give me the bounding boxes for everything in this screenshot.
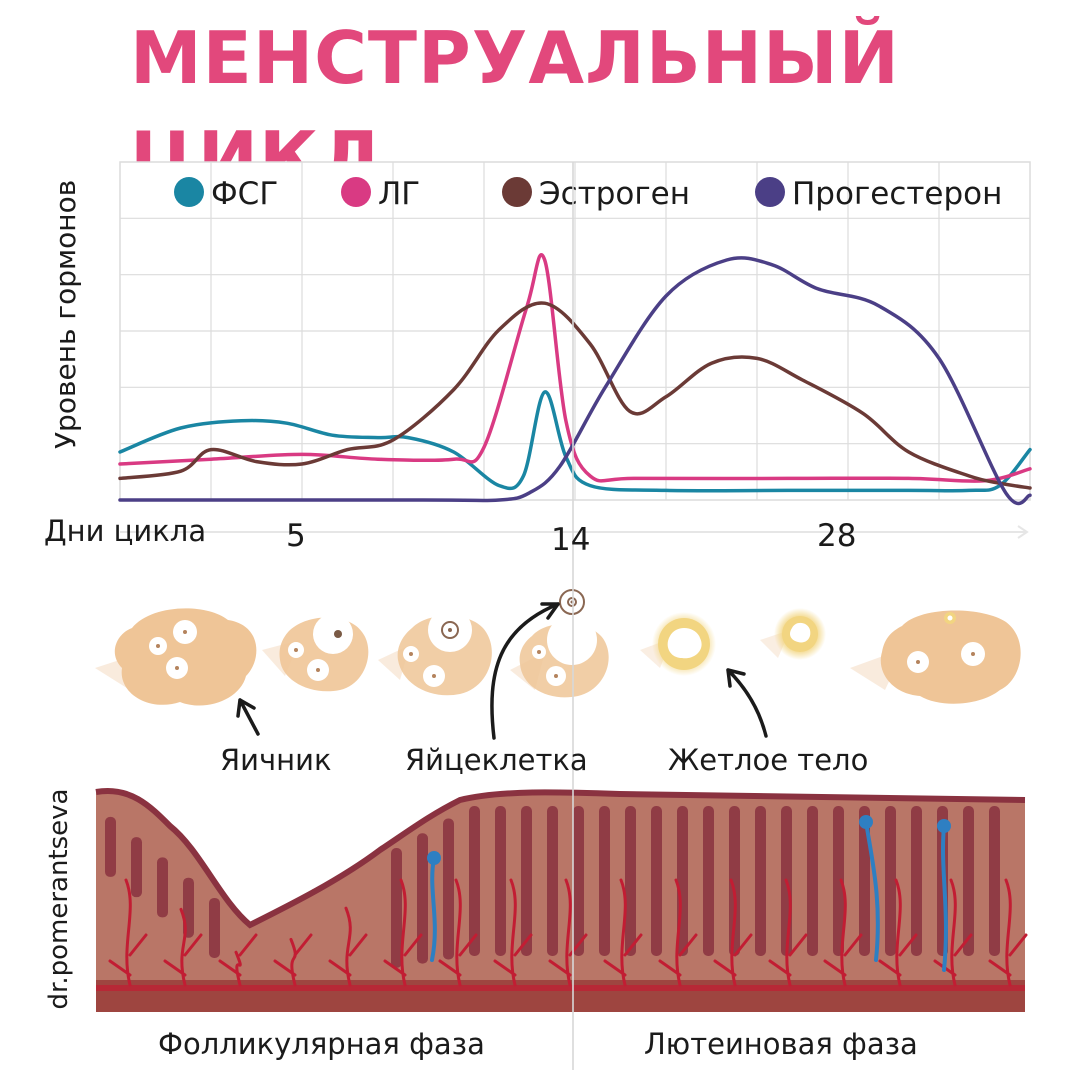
gland [625,806,636,956]
gland [807,806,818,956]
gland [495,806,506,956]
gland [599,806,610,956]
ovary-stage-3 [378,608,492,696]
x-axis-label: Дни цикла [44,514,207,548]
gland [105,816,116,877]
gland [651,806,662,956]
legend-marker-2 [341,177,371,207]
chart-lines [118,253,1032,506]
page-title: МЕНСТРУАЛЬНЫЙ ЦИКЛ [130,16,900,200]
gland [833,806,844,956]
series-line-3 [118,301,1032,490]
ovary-illustrations [95,589,1021,706]
legend-label-2: ЛГ [378,176,420,212]
gland [989,806,1000,956]
ovary-stage-7 [850,610,1021,704]
arrows [236,602,768,740]
gland [209,897,220,958]
corpus-luteum-1 [640,612,716,676]
gland [729,806,740,956]
y-axis-label: Уровень гормонов [49,179,82,449]
gland [417,833,428,964]
corpus-luteum-label: Жетлое тело [668,743,869,777]
gland [547,806,558,956]
gland [391,848,402,968]
gland [963,806,974,956]
legend-label-4: Прогестерон [792,176,1002,212]
ovary-arrow [236,698,260,736]
egg-label: Яйцеклетка [405,743,588,777]
x-tick-5: 5 [286,518,306,554]
gland [131,837,142,898]
gland [911,806,922,956]
gland [157,857,168,918]
gland [703,806,714,956]
credit-text: dr.pomerantseva [44,788,74,1010]
x-tick-14: 14 [551,522,591,558]
legend-label-1: ФСГ [211,176,278,212]
ovary-stage-2 [262,614,369,692]
gland [469,806,480,956]
series-line-1 [118,390,1032,493]
egg-arrow [490,602,560,740]
follicular-phase-label: Фолликулярная фаза [158,1027,485,1061]
series-line-4 [118,256,1032,506]
gland [521,806,532,956]
corpus-arrow [726,668,768,738]
ovary-stage-4 [510,589,609,698]
luteal-phase-label: Лютеиновая фаза [644,1027,918,1061]
gland [885,806,896,956]
gland [859,806,870,956]
corpus-luteum-2 [760,608,826,660]
x-tick-28: 28 [817,518,857,554]
gland [573,806,584,956]
gland [443,818,454,960]
gland [755,806,766,956]
legend-label-3: Эстроген [539,176,690,212]
legend-marker-3 [502,177,532,207]
endometrium-illustration [95,787,1028,1012]
chart-grid [119,161,1031,501]
legend-marker-1 [174,177,204,207]
legend-marker-4 [755,177,785,207]
legend: ФСГ ЛГ Эстроген Прогестерон [174,176,1002,212]
ovary-stage-1 [95,608,257,706]
ovary-label: Яичник [220,743,332,777]
